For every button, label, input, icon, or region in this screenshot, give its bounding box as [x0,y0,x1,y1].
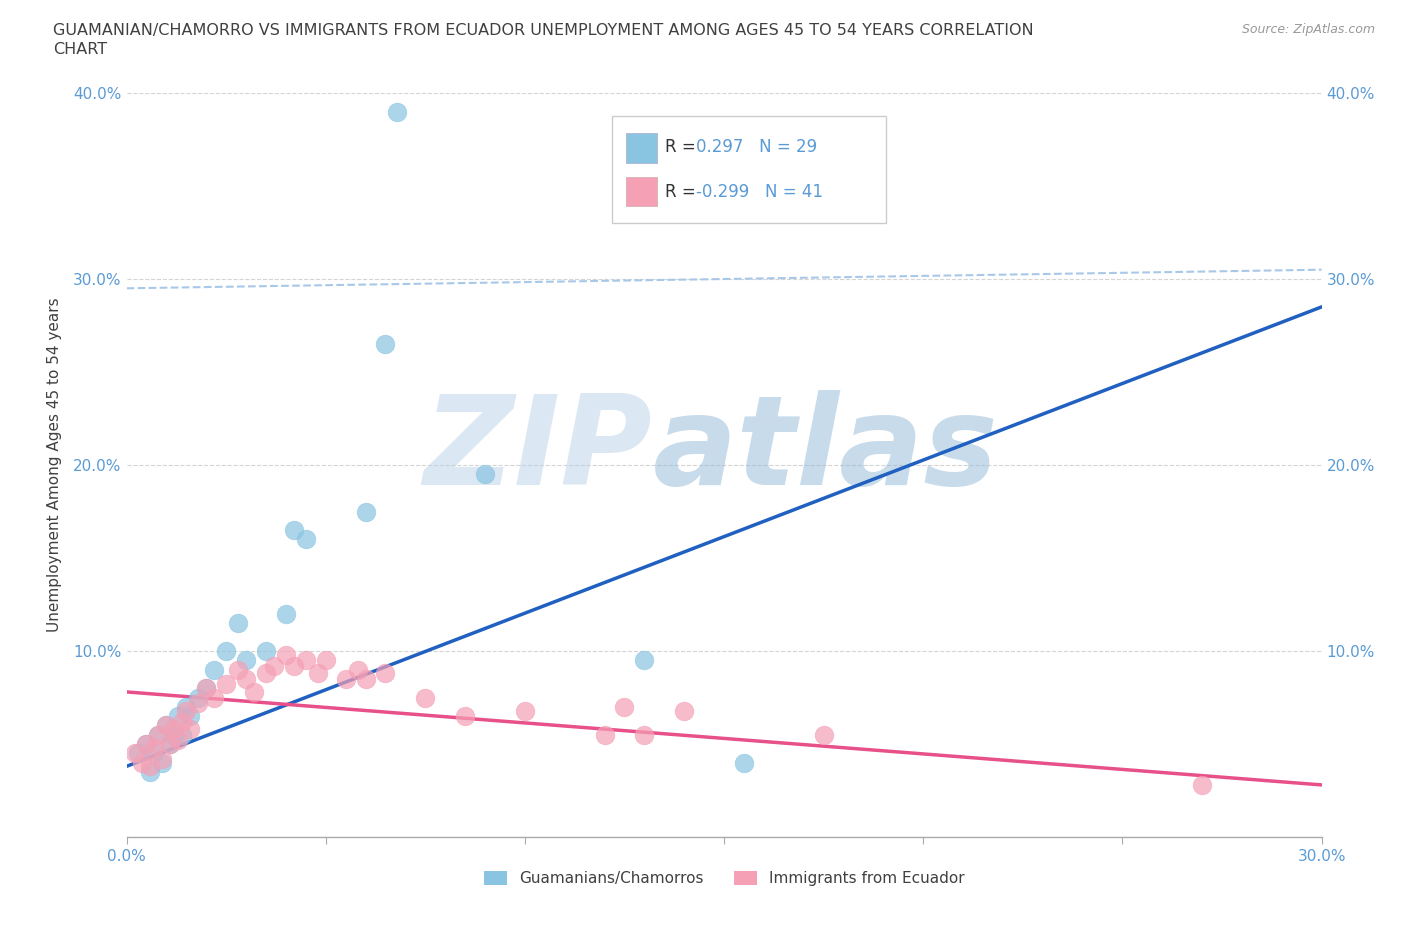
Text: -0.299   N = 41: -0.299 N = 41 [696,182,823,201]
Point [226,616,249,631]
Point [387,104,409,119]
Point [733,755,755,770]
Text: 0.297   N = 29: 0.297 N = 29 [696,138,817,156]
Point [294,653,316,668]
Point [235,653,257,668]
Point [283,523,305,538]
Point [143,740,166,755]
Point [135,737,157,751]
Text: Source: ZipAtlas.com: Source: ZipAtlas.com [1241,23,1375,36]
Point [159,737,181,751]
Point [374,666,396,681]
Text: GUAMANIAN/CHAMORRO VS IMMIGRANTS FROM ECUADOR UNEMPLOYMENT AMONG AGES 45 TO 54 Y: GUAMANIAN/CHAMORRO VS IMMIGRANTS FROM EC… [53,23,1033,38]
Point [354,504,377,519]
Point [235,671,257,686]
Point [633,727,655,742]
Point [155,718,177,733]
Point [215,677,238,692]
Point [315,653,337,668]
Point [195,681,218,696]
Point [167,709,190,724]
Point [148,727,170,742]
Point [354,671,377,686]
Point [413,690,436,705]
Point [150,755,174,770]
Point [1191,777,1213,792]
Point [187,696,209,711]
Point [254,644,277,658]
Point [139,759,162,774]
Text: R =: R = [665,138,706,156]
Text: R =: R = [665,182,696,201]
Point [150,751,174,766]
Point [633,653,655,668]
Point [274,606,297,621]
Point [179,709,201,724]
Point [159,737,181,751]
Point [139,764,162,779]
Point [174,703,197,718]
Point [454,709,477,724]
Point [163,727,186,742]
Point [127,746,149,761]
Point [135,737,157,751]
Point [167,733,190,748]
Point [215,644,238,658]
Point [673,703,696,718]
Point [179,722,201,737]
Point [202,690,225,705]
Point [513,703,536,718]
Point [148,727,170,742]
Point [187,690,209,705]
Text: CHART: CHART [53,42,107,57]
Point [172,727,194,742]
Point [374,337,396,352]
Point [474,467,496,482]
Point [593,727,616,742]
Point [613,699,636,714]
Point [174,699,197,714]
Point [335,671,357,686]
Point [131,755,153,770]
Legend: Guamanians/Chamorros, Immigrants from Ecuador: Guamanians/Chamorros, Immigrants from Ec… [478,865,970,893]
Point [243,684,266,699]
Point [155,718,177,733]
Point [813,727,835,742]
Point [143,746,166,761]
Point [172,714,194,729]
Text: ZIP: ZIP [423,390,652,511]
Point [274,647,297,662]
Text: atlas: atlas [652,390,998,511]
Point [163,722,186,737]
Point [283,658,305,673]
Point [124,746,146,761]
Point [226,662,249,677]
Y-axis label: Unemployment Among Ages 45 to 54 years: Unemployment Among Ages 45 to 54 years [46,298,62,632]
Point [294,532,316,547]
Point [254,666,277,681]
Point [263,658,285,673]
Point [346,662,368,677]
Point [195,681,218,696]
Point [202,662,225,677]
Point [307,666,329,681]
